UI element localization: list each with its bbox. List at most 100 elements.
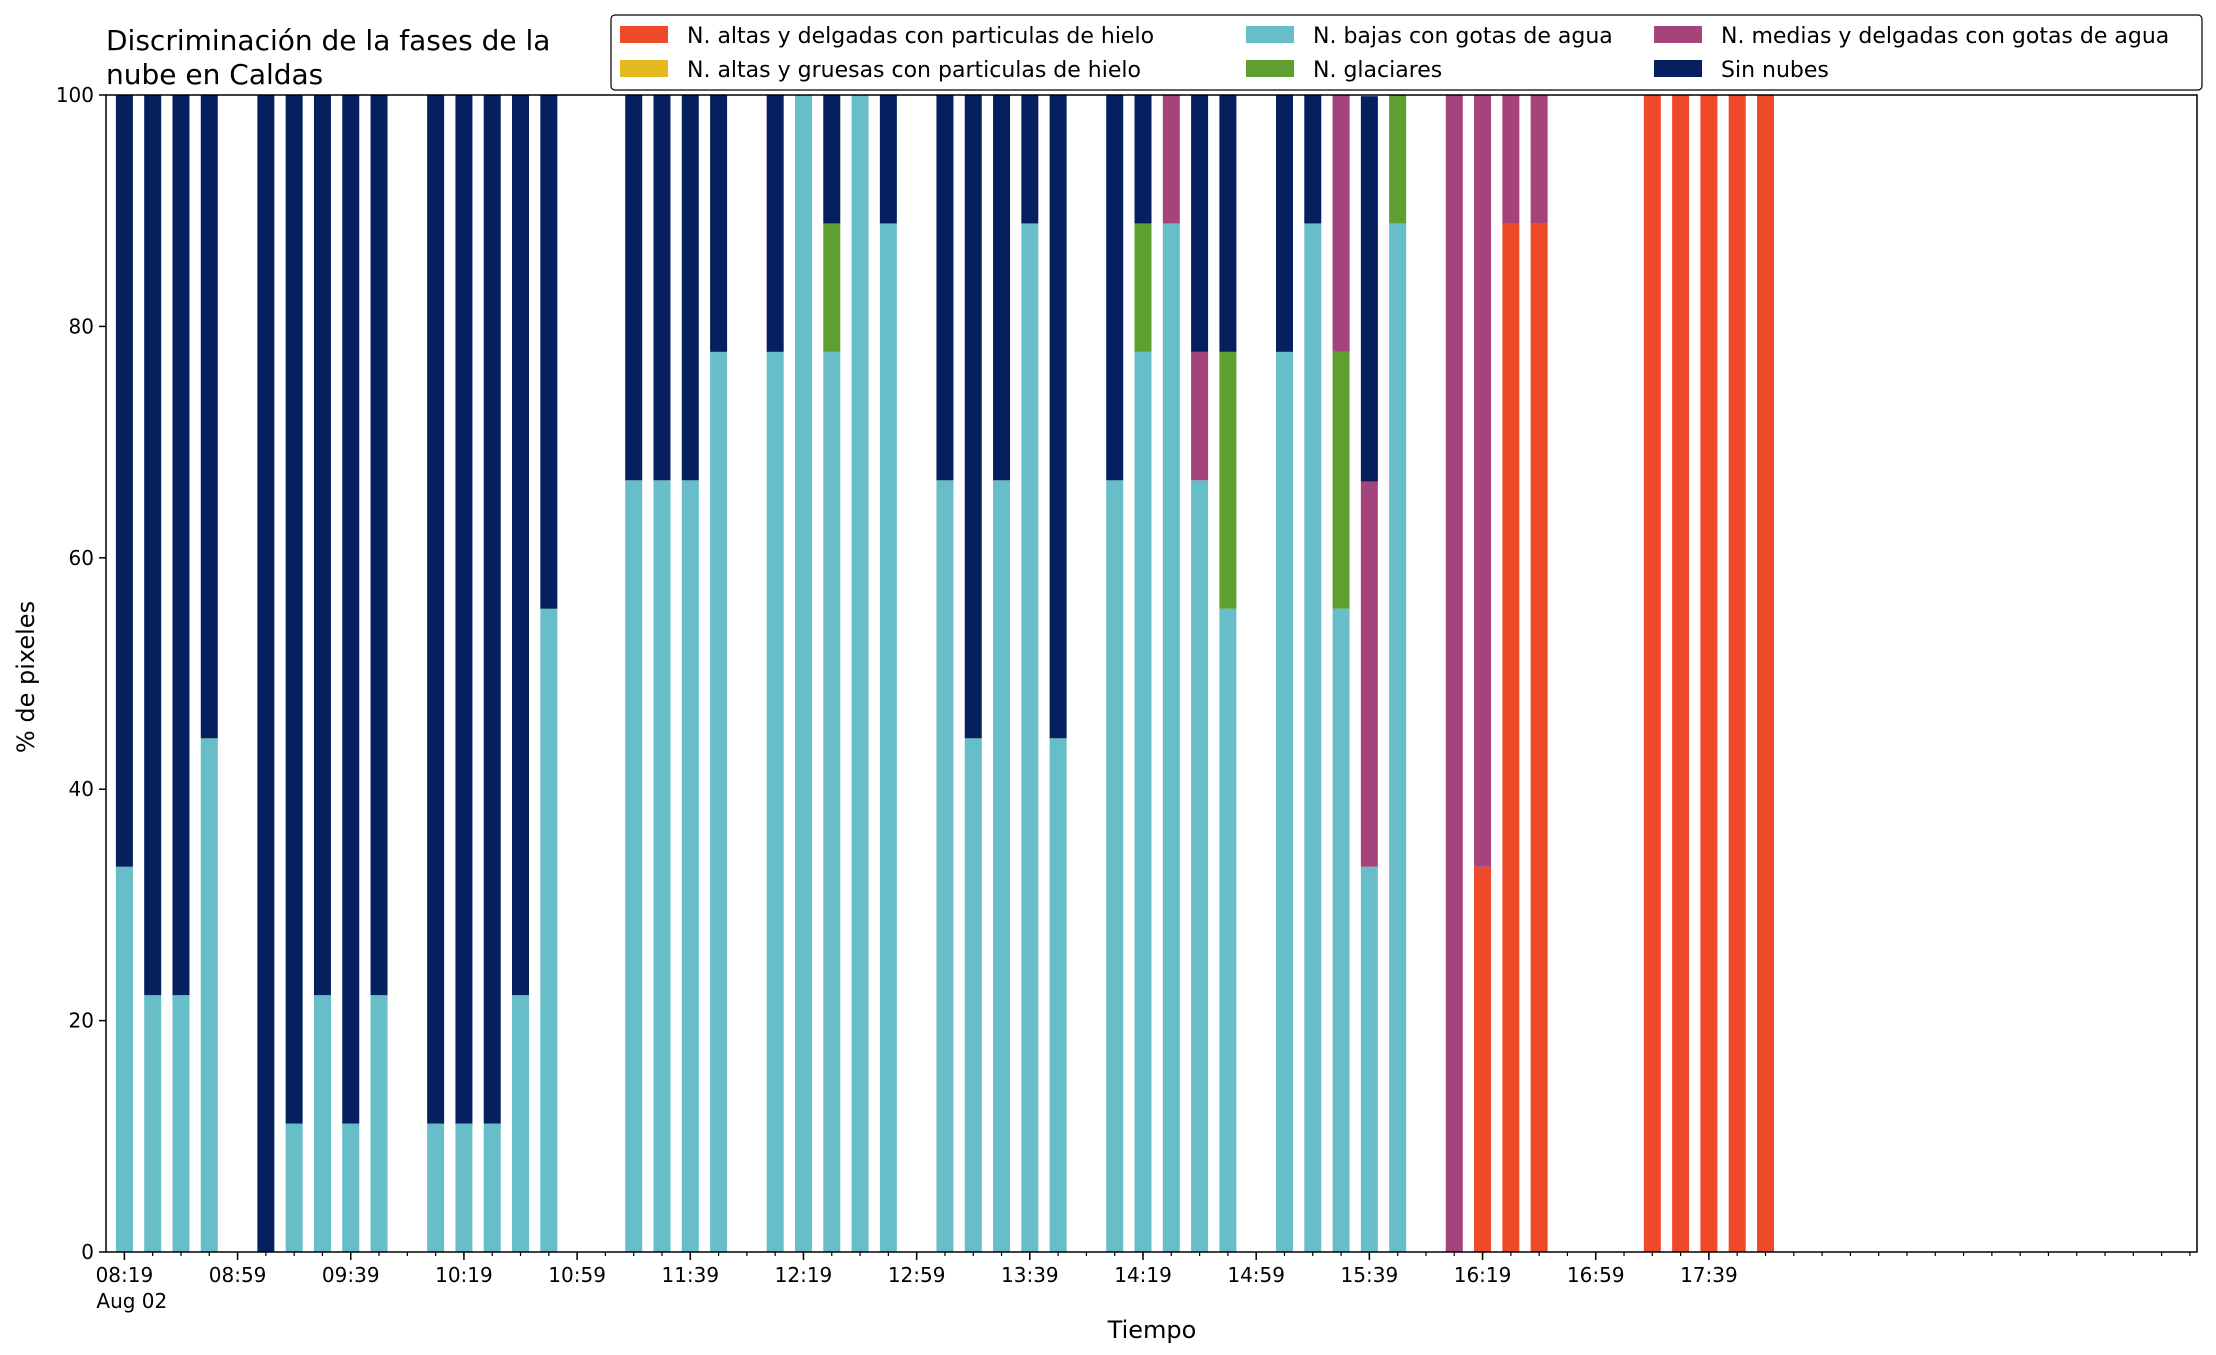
bar-segment-1749-s0 (1728, 95, 1746, 1252)
bar-segment-1729-s0 (1672, 95, 1690, 1252)
x-tick-label: 12:19 (775, 1263, 833, 1287)
bar-segment-1009-s2 (427, 1123, 445, 1252)
bar-segment-1719-s0 (1643, 95, 1661, 1252)
legend-swatch-1 (620, 60, 668, 77)
bar-segment-1209-s5 (766, 95, 784, 352)
bar-segment-1449-s5 (1219, 95, 1237, 352)
bar-segment-0829-s2 (144, 995, 162, 1252)
chart-title-line-2: nube en Caldas (106, 58, 323, 91)
x-tick-label: 12:59 (888, 1263, 946, 1287)
x-tick-label: 11:39 (661, 1263, 719, 1287)
y-tick-label: 60 (69, 546, 94, 570)
bar-segment-1519-s5 (1304, 95, 1322, 224)
bar-segment-1439-s5 (1191, 95, 1209, 352)
bar-segment-1629-s4 (1502, 95, 1520, 224)
legend-label-0: N. altas y delgadas con particulas de hi… (687, 24, 1154, 49)
x-tick-label: 09:39 (322, 1263, 380, 1287)
x-tick-label: 10:19 (435, 1263, 493, 1287)
x-tick-label: 08:59 (209, 1263, 267, 1287)
bar-segment-1239-s2 (851, 95, 869, 1252)
bar-segment-1119-s5 (625, 95, 643, 481)
bar-segment-1349-s5 (1049, 95, 1067, 739)
y-tick-label: 0 (81, 1240, 94, 1264)
bar-segment-1219-s2 (794, 95, 812, 1252)
bar-segment-1309-s5 (936, 95, 954, 481)
bar-segment-1329-s5 (993, 95, 1011, 481)
x-tick-label: 16:59 (1567, 1263, 1625, 1287)
legend: N. altas y delgadas con particulas de hi… (610, 14, 2203, 91)
legend-label-4: N. medias y delgadas con gotas de agua (1721, 24, 2169, 49)
y-axis-label: % de pixeles (12, 601, 40, 753)
bar-segment-1409-s5 (1106, 95, 1124, 481)
legend-swatch-4 (1654, 26, 1702, 43)
bar-segment-1119-s2 (625, 480, 643, 1252)
bar-segment-1549-s3 (1389, 95, 1407, 224)
bar-segment-1149-s2 (710, 351, 728, 1253)
bar-segment-1639-s4 (1530, 95, 1548, 224)
bar-segment-1009-s5 (427, 95, 445, 1124)
bar-segment-1329-s2 (993, 480, 1011, 1252)
bar-segment-1509-s2 (1275, 351, 1293, 1253)
bar-segment-1139-s2 (681, 480, 699, 1252)
bar-segment-0939-s2 (342, 1123, 360, 1252)
bar-segment-0929-s5 (313, 95, 331, 996)
bar-segment-1449-s3 (1219, 351, 1237, 609)
bar-segment-1139-s5 (681, 95, 699, 481)
bars-layer (115, 95, 1774, 1253)
bar-segment-0849-s2 (200, 738, 218, 1252)
x-tick-label: 14:59 (1227, 1263, 1285, 1287)
bar-segment-1249-s2 (879, 223, 897, 1253)
bar-segment-0829-s5 (144, 95, 162, 996)
bar-segment-1049-s2 (540, 608, 558, 1252)
bar-segment-1509-s5 (1275, 95, 1293, 352)
bar-segment-1049-s5 (540, 95, 558, 609)
bar-segment-1759-s0 (1757, 95, 1774, 1252)
x-tick-label: 17:39 (1680, 1263, 1738, 1287)
bar-segment-1539-s5 (1360, 96, 1378, 482)
bar-segment-1019-s2 (455, 1123, 473, 1252)
bar-segment-1229-s5 (823, 95, 841, 224)
bar-segment-1439-s4 (1191, 351, 1209, 481)
y-tick-label: 40 (69, 777, 94, 801)
axes-layer: 0 20 40 60 80 100 08:19 08:59 09:39 10:19 10:59 11:… (56, 83, 2198, 1313)
bar-segment-0849-s5 (200, 95, 218, 739)
bar-segment-1209-s2 (766, 351, 784, 1253)
x-tick-label: 14:19 (1114, 1263, 1172, 1287)
bar-segment-1619-s4 (1474, 95, 1492, 867)
x-axis-label: Tiempo (1107, 1316, 1197, 1344)
bar-segment-1319-s2 (964, 738, 982, 1252)
y-tick-label: 20 (69, 1009, 94, 1033)
bar-segment-0949-s5 (370, 95, 388, 996)
bar-segment-1019-s5 (455, 95, 473, 1124)
legend-label-2: N. bajas con gotas de agua (1313, 24, 1613, 49)
x-tick-label: 10:59 (548, 1263, 606, 1287)
bar-segment-0839-s5 (172, 95, 190, 996)
bar-segment-0819-s5 (115, 95, 133, 867)
bar-segment-0939-s5 (342, 95, 360, 1124)
bar-segment-1029-s2 (483, 1123, 501, 1252)
bar-segment-1639-s0 (1530, 223, 1548, 1253)
bar-segment-0929-s2 (313, 995, 331, 1252)
bar-segment-0819-s2 (115, 866, 133, 1252)
bar-segment-1529-s3 (1332, 351, 1350, 609)
bar-segment-1529-s2 (1332, 608, 1350, 1252)
bar-segment-0919-s2 (285, 1123, 303, 1252)
legend-label-3: N. glaciares (1313, 58, 1442, 83)
bar-segment-1539-s2 (1360, 866, 1378, 1252)
bar-segment-1449-s2 (1219, 608, 1237, 1252)
bar-segment-1229-s2 (823, 351, 841, 1253)
bar-segment-1229-s3 (823, 223, 841, 352)
x-tick-label: 08:19 (96, 1263, 154, 1287)
bar-segment-1429-s4 (1162, 95, 1180, 224)
bar-segment-1529-s4 (1332, 95, 1350, 352)
bar-segment-0919-s5 (285, 95, 303, 1124)
bar-segment-1039-s5 (512, 95, 530, 996)
bar-segment-1149-s5 (710, 95, 728, 352)
bar-segment-1409-s2 (1106, 480, 1124, 1252)
bar-segment-1029-s5 (483, 95, 501, 1124)
bar-segment-1129-s5 (653, 95, 671, 481)
bar-segment-0949-s2 (370, 995, 388, 1252)
legend-box (610, 14, 2203, 91)
bar-segment-1319-s5 (964, 95, 982, 739)
